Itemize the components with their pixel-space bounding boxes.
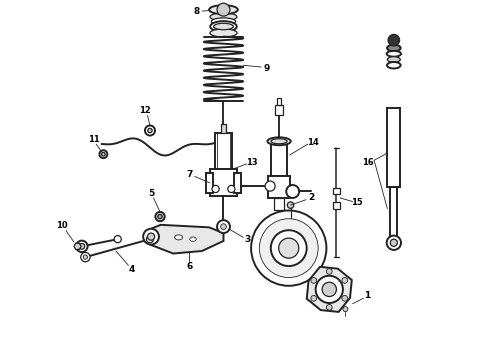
Circle shape xyxy=(316,276,343,303)
Bar xyxy=(333,188,340,194)
Text: 16: 16 xyxy=(362,158,374,167)
Circle shape xyxy=(343,307,348,312)
Circle shape xyxy=(311,278,317,283)
Circle shape xyxy=(322,282,337,297)
Bar xyxy=(274,198,285,211)
Text: 11: 11 xyxy=(88,135,99,144)
Circle shape xyxy=(148,129,152,133)
Circle shape xyxy=(147,233,155,240)
Circle shape xyxy=(158,215,162,219)
Circle shape xyxy=(114,235,122,243)
Circle shape xyxy=(217,220,230,233)
Bar xyxy=(215,134,232,169)
Bar xyxy=(390,187,397,237)
Circle shape xyxy=(212,185,219,193)
Circle shape xyxy=(390,239,397,246)
Circle shape xyxy=(145,126,155,135)
Text: 12: 12 xyxy=(140,106,151,115)
Ellipse shape xyxy=(388,57,400,62)
Text: 4: 4 xyxy=(128,265,135,274)
Circle shape xyxy=(311,296,317,301)
Circle shape xyxy=(342,296,348,301)
Circle shape xyxy=(220,224,226,229)
Circle shape xyxy=(101,152,105,156)
Polygon shape xyxy=(147,225,223,253)
Ellipse shape xyxy=(209,5,238,14)
Ellipse shape xyxy=(268,137,291,145)
Circle shape xyxy=(83,255,88,259)
Ellipse shape xyxy=(214,23,233,30)
Circle shape xyxy=(387,235,401,250)
Circle shape xyxy=(79,243,85,249)
Circle shape xyxy=(326,269,332,274)
Bar xyxy=(269,176,290,198)
Polygon shape xyxy=(74,243,81,249)
Bar xyxy=(271,140,287,176)
Ellipse shape xyxy=(387,62,401,68)
Text: 10: 10 xyxy=(56,221,68,230)
Ellipse shape xyxy=(387,51,401,57)
Text: 14: 14 xyxy=(307,138,318,147)
Circle shape xyxy=(81,252,90,262)
Ellipse shape xyxy=(175,235,183,240)
Text: 1: 1 xyxy=(365,291,371,300)
Circle shape xyxy=(251,211,326,286)
Ellipse shape xyxy=(210,13,237,21)
Circle shape xyxy=(76,240,88,252)
Circle shape xyxy=(228,185,235,193)
Circle shape xyxy=(147,235,153,243)
Text: 6: 6 xyxy=(186,262,193,271)
Bar xyxy=(277,98,281,105)
Ellipse shape xyxy=(210,21,237,32)
Text: 8: 8 xyxy=(194,6,200,15)
Bar xyxy=(275,105,283,116)
Circle shape xyxy=(259,219,318,278)
Circle shape xyxy=(342,278,348,283)
Circle shape xyxy=(279,238,299,258)
Ellipse shape xyxy=(387,45,401,51)
Text: 5: 5 xyxy=(148,189,154,198)
Polygon shape xyxy=(307,267,352,312)
Bar xyxy=(234,173,241,193)
Circle shape xyxy=(287,202,294,208)
Circle shape xyxy=(217,3,230,16)
Circle shape xyxy=(271,230,307,266)
Text: 2: 2 xyxy=(308,193,315,202)
Bar xyxy=(388,108,400,187)
Bar xyxy=(220,125,226,134)
Text: 7: 7 xyxy=(186,170,193,179)
Ellipse shape xyxy=(271,139,287,144)
Ellipse shape xyxy=(211,18,236,25)
Circle shape xyxy=(388,35,399,46)
Bar xyxy=(206,173,213,193)
Circle shape xyxy=(143,229,159,244)
Bar xyxy=(333,202,340,209)
Bar xyxy=(210,169,237,196)
Circle shape xyxy=(265,181,275,191)
Text: 15: 15 xyxy=(351,198,363,207)
Circle shape xyxy=(326,305,332,310)
Circle shape xyxy=(99,150,107,158)
Text: 3: 3 xyxy=(245,235,251,244)
Ellipse shape xyxy=(190,237,196,241)
Circle shape xyxy=(155,212,165,221)
Text: 9: 9 xyxy=(263,64,270,73)
Circle shape xyxy=(286,185,299,198)
Ellipse shape xyxy=(210,29,237,37)
Text: 13: 13 xyxy=(245,158,257,167)
